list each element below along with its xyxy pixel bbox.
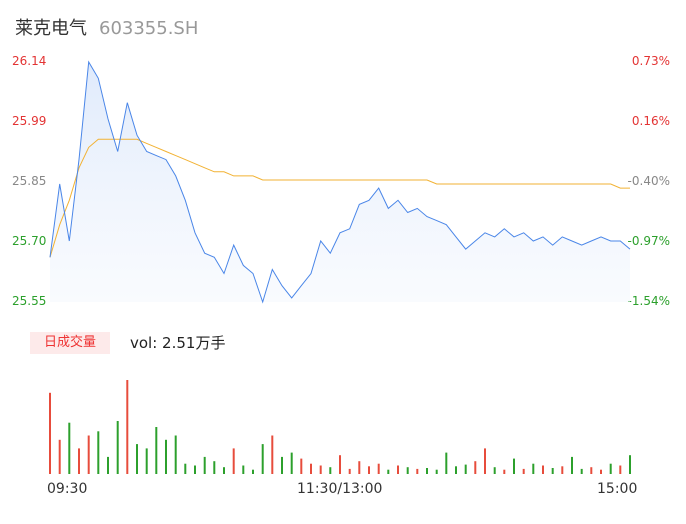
volume-bar [107,456,109,474]
volume-bar [261,444,264,474]
volume-bar [300,458,303,474]
volume-bar [590,467,593,474]
volume-bar [49,392,51,474]
time-label-close: 15:00 [597,481,638,497]
volume-bar [513,458,515,474]
price-label-3: 25.70 [12,234,47,248]
volume-bar [58,439,61,474]
volume-bar [445,452,448,474]
volume-bar [281,456,283,474]
price-label-1: 25.99 [12,114,47,128]
volume-bar [426,468,428,474]
volume-bar [310,463,312,474]
pct-label-3: -0.97% [627,234,670,248]
volume-bars [49,380,631,474]
volume-bar [493,467,496,474]
volume-bar [145,448,148,474]
price-label-2: 25.85 [12,174,47,188]
volume-bar [377,463,380,474]
volume-bar [213,461,216,474]
volume-bar [223,467,225,474]
volume-bar [455,466,457,474]
pct-label-0: 0.73% [631,54,670,68]
stock-code: 603355.SH [99,18,199,39]
pct-label-4: -1.54% [627,294,670,308]
pct-label-1: 0.16% [631,114,670,128]
volume-bar [368,466,370,474]
stock-name: 莱克电气 [15,18,87,39]
volume-bar [532,463,535,474]
pct-label-2: -0.40% [627,174,670,188]
volume-bar [474,461,477,474]
volume-bar [435,469,438,474]
volume-bar [387,469,390,474]
volume-bar [290,452,293,474]
price-line [49,60,631,304]
avg-price-line [49,138,630,258]
volume-bar [629,455,631,474]
volume-bar [580,468,583,474]
volume-bar [358,461,361,474]
volume-bar [126,380,129,474]
volume-bar [542,465,544,474]
volume-bar [619,465,622,474]
volume-bar [503,469,506,474]
time-label-mid: 11:30/13:00 [297,481,383,497]
volume-bar [329,467,332,474]
volume-bar [68,422,71,474]
volume-bar [551,468,554,474]
volume-bar [522,468,525,474]
volume-bar [252,469,254,474]
volume-bar [116,421,119,474]
volume-bar [406,467,409,474]
volume-bar [78,448,80,474]
volume-bar [184,463,187,474]
volume-bar [242,465,245,474]
volume-bar [87,435,90,474]
volume-bar [203,456,206,474]
volume-bar [97,431,100,474]
volume-tag[interactable]: 日成交量 [30,332,110,354]
volume-bar [416,468,419,474]
volume-bar [136,444,138,474]
volume-bar [339,455,341,474]
volume-summary: vol: 2.51万手 [130,334,226,352]
volume-bar [609,463,612,474]
price-label-0: 26.14 [12,54,47,68]
volume-bar [271,435,274,474]
volume-bar [319,465,322,474]
volume-bar [600,469,602,474]
volume-bar [397,465,399,474]
volume-bar [155,427,158,474]
volume-bar [194,465,196,474]
volume-bar [174,435,177,474]
time-label-open: 09:30 [47,481,88,497]
price-label-4: 25.55 [12,294,47,308]
volume-bar [232,448,235,474]
volume-bar [571,456,573,474]
volume-bar [348,468,351,474]
volume-bar [464,464,467,474]
volume-bar [561,466,564,474]
volume-bar [165,439,167,474]
stock-title: 莱克电气 603355.SH [15,14,198,40]
price-area [50,62,630,302]
volume-bar [484,448,486,474]
